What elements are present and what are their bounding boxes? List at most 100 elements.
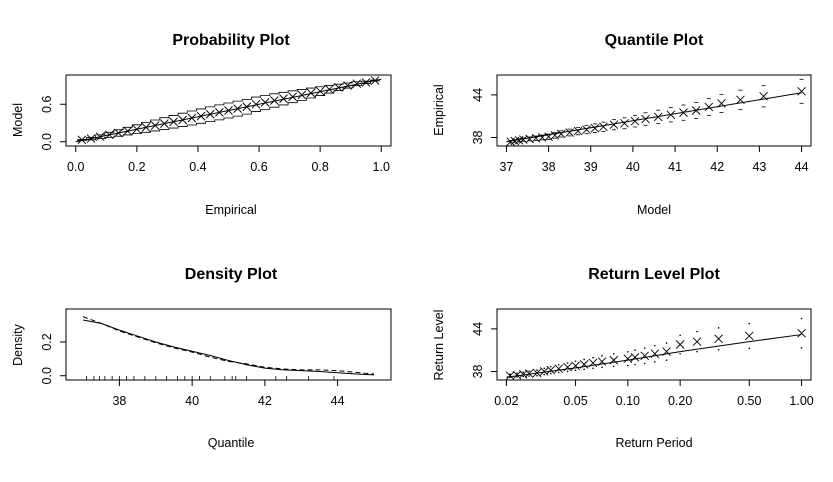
quantile-plot-panel: Quantile Plot Model Empirical 37 38 39 40 41…	[432, 32, 812, 217]
data-point-stroke-b	[160, 119, 169, 128]
lower-interval-dot	[643, 362, 646, 365]
data-point	[609, 120, 619, 130]
x-tick-label: 40	[626, 160, 640, 174]
data-point	[571, 361, 580, 371]
lower-interval-dot	[654, 361, 656, 363]
return-level-plot-panel: Return Level Plot Return Period Return L…	[432, 266, 814, 450]
data-point-stroke-b	[590, 123, 600, 133]
data-point-stroke-b	[270, 96, 279, 105]
x-tick-label: 41	[668, 160, 682, 174]
data-point	[524, 369, 534, 378]
data-point	[315, 86, 325, 96]
data-point-stroke-b	[524, 369, 534, 378]
lower-interval-dot	[583, 368, 585, 371]
data-point-stroke-b	[77, 135, 87, 145]
data-point	[641, 114, 650, 124]
lower-interval-dot	[549, 372, 552, 375]
data-point-stroke-b	[288, 92, 297, 102]
data-point-stroke-b	[759, 91, 768, 101]
upper-interval-dot	[536, 369, 538, 371]
data-point-stroke-b	[539, 367, 549, 376]
data-point-stroke-b	[623, 354, 633, 364]
data-point	[95, 132, 105, 142]
data-point-stroke-b	[233, 104, 242, 113]
upper-interval-dot	[679, 334, 681, 337]
lower-interval-dot	[536, 374, 538, 377]
upper-interval-dot	[696, 330, 698, 333]
data-point-stroke-b	[297, 90, 307, 100]
data-point	[260, 98, 270, 107]
data-point-stroke-b	[704, 102, 714, 112]
y-tick-label: 0.0	[40, 133, 54, 150]
lower-interval	[77, 80, 380, 141]
data-point-stroke-b	[169, 117, 178, 127]
data-point	[288, 92, 297, 102]
data-point	[554, 364, 564, 373]
upper-interval-dot	[516, 372, 518, 374]
data-point-stroke-b	[675, 340, 685, 349]
density-plot-xlabel: Quantile	[208, 436, 255, 450]
data-point-stroke-b	[714, 334, 723, 344]
data-point	[582, 125, 591, 134]
data-point	[675, 340, 685, 349]
data-point	[662, 347, 671, 356]
x-tick-label: 44	[795, 160, 809, 174]
x-tick-label: 0.20	[668, 394, 692, 408]
data-point-stroke-b	[609, 355, 619, 365]
data-point-stroke-b	[556, 129, 566, 139]
probability-plot-xlabel: Empirical	[205, 203, 256, 217]
data-point-stroke-b	[650, 349, 660, 359]
upper-interval-dot	[612, 353, 615, 355]
x-tick-label: 40	[185, 394, 199, 408]
data-point	[270, 96, 279, 105]
upper-interval-dot	[800, 317, 803, 320]
data-point-stroke-b	[251, 99, 261, 109]
data-point	[505, 371, 515, 381]
y-tick-label: 44	[471, 322, 485, 336]
data-point-stroke-b	[620, 118, 629, 128]
lower-interval-dot	[634, 363, 636, 366]
return-level-plot-ylabel: Return Level	[432, 310, 446, 381]
data-point	[105, 130, 114, 140]
data-point-stroke-b	[582, 125, 591, 134]
data-point	[590, 123, 600, 133]
x-tick-label: 38	[542, 160, 556, 174]
upper-interval-dot	[643, 347, 646, 350]
data-point-stroke-b	[205, 109, 215, 119]
upper-interval-dot	[665, 342, 668, 344]
data-point-stroke-b	[641, 114, 650, 124]
data-point-stroke-b	[352, 79, 362, 88]
data-point	[169, 117, 178, 127]
upper-interval-dot	[543, 367, 546, 370]
upper-interval-dot	[748, 322, 751, 325]
data-point	[279, 94, 288, 103]
data-point-stroke-b	[744, 331, 754, 341]
upper-interval-dot	[654, 344, 656, 347]
upper-interval-dot	[592, 356, 594, 359]
return-level-curve	[506, 334, 802, 378]
data-point-stroke-b	[554, 364, 564, 373]
data-point-stroke-b	[224, 106, 233, 115]
data-point-stroke-b	[717, 99, 726, 108]
data-point	[86, 134, 96, 143]
data-point	[588, 358, 598, 368]
y-tick-label: 38	[471, 130, 485, 144]
density-empirical-line	[82, 316, 375, 375]
data-point	[334, 83, 343, 92]
data-point-stroke-b	[334, 83, 343, 92]
x-tick-label: 38	[112, 394, 126, 408]
data-point	[640, 351, 650, 361]
data-point	[797, 87, 806, 96]
data-point	[744, 331, 754, 341]
probability-plot-frame	[65, 74, 392, 147]
data-point-stroke-b	[563, 362, 572, 372]
data-point	[297, 90, 307, 100]
y-tick-label: 0.6	[40, 96, 54, 113]
data-point	[579, 360, 589, 369]
reference-line	[506, 92, 802, 143]
upper-interval	[77, 79, 380, 140]
data-point	[692, 337, 702, 346]
lower-interval-dot	[509, 376, 511, 379]
upper-interval-dot	[574, 360, 577, 363]
data-point	[679, 108, 688, 117]
